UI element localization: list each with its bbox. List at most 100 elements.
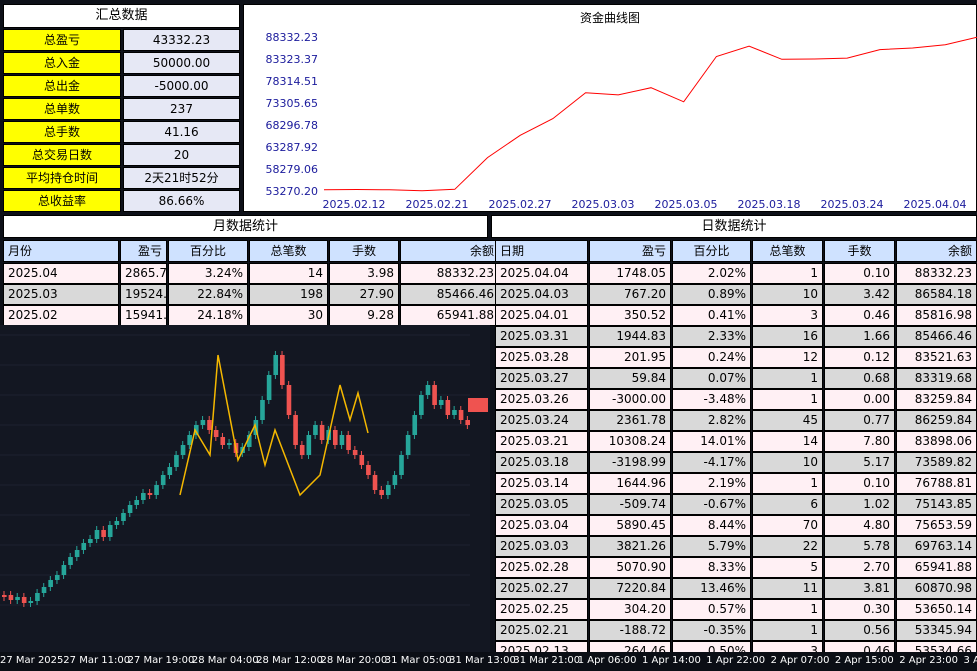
x-tick-label: 2025.03.18 xyxy=(738,198,801,211)
daily-row[interactable]: 2025.03.14 1644.96 2.19% 1 0.10 76788.81 xyxy=(495,473,977,494)
daily-cell: 5 xyxy=(752,557,823,578)
daily-cell: 22 xyxy=(752,536,823,557)
candle-body xyxy=(154,485,159,495)
daily-cell: 5890.45 xyxy=(589,515,671,536)
daily-cell: 1 xyxy=(752,473,823,494)
daily-row[interactable]: 2025.03.04 5890.45 8.44% 70 4.80 75653.59 xyxy=(495,515,977,536)
daily-cell: -3198.99 xyxy=(589,452,671,473)
daily-cell: 10308.24 xyxy=(589,431,671,452)
monthly-cell: 2865.77 xyxy=(120,263,175,284)
daily-row[interactable]: 2025.02.27 7220.84 13.46% 11 3.81 60870.98 xyxy=(495,578,977,599)
daily-cell: 2025.04.01 xyxy=(495,305,588,326)
summary-label: 平均持仓时间 xyxy=(3,167,121,189)
monthly-column-header[interactable]: 百分比 xyxy=(168,240,248,262)
daily-header-row: 日期 盈亏 百分比 总笔数 手数 余额 xyxy=(495,240,977,262)
summary-row: 总出金 -5000.00 xyxy=(3,75,240,97)
daily-row[interactable]: 2025.04.04 1748.05 2.02% 1 0.10 88332.23 xyxy=(495,263,977,284)
daily-cell: 69763.14 xyxy=(896,536,977,557)
daily-row[interactable]: 2025.03.05 -509.74 -0.67% 6 1.02 75143.85 xyxy=(495,494,977,515)
candle-body xyxy=(366,465,371,475)
monthly-column-header[interactable]: 总笔数 xyxy=(249,240,328,262)
time-axis-label: 2 Apr 07:00 xyxy=(770,655,830,666)
daily-cell: 83319.68 xyxy=(896,368,977,389)
daily-cell: 11 xyxy=(752,578,823,599)
time-axis[interactable]: 27 Mar 2025 27 Mar 11:00 27 Mar 19:00 28 Ma… xyxy=(0,652,977,671)
daily-cell: -0.35% xyxy=(672,620,751,641)
daily-row[interactable]: 2025.03.27 59.84 0.07% 1 0.68 83319.68 xyxy=(495,368,977,389)
daily-row[interactable]: 2025.04.03 767.20 0.89% 10 3.42 86584.18 xyxy=(495,284,977,305)
summary-label: 总手数 xyxy=(3,121,121,143)
candle-body xyxy=(419,395,424,415)
daily-cell: 0.57% xyxy=(672,599,751,620)
daily-cell: 5070.90 xyxy=(589,557,671,578)
time-axis-label: 28 Mar 20:00 xyxy=(320,655,388,666)
daily-cell: 59.84 xyxy=(589,368,671,389)
daily-cell: 7220.84 xyxy=(589,578,671,599)
monthly-column-header[interactable]: 月份 xyxy=(3,240,119,262)
candle-body xyxy=(425,385,431,395)
monthly-row[interactable]: 2025.04 2865.77 3.24% 14 3.98 88332.23 xyxy=(3,263,500,284)
candle-body xyxy=(35,593,40,601)
daily-row[interactable]: 2025.02.21 -188.72 -0.35% 1 0.56 53345.94 xyxy=(495,620,977,641)
daily-cell: 3 xyxy=(752,305,823,326)
daily-row[interactable]: 2025.03.26 -3000.00 -3.48% 1 0.00 83259.84 xyxy=(495,389,977,410)
daily-column-header[interactable]: 百分比 xyxy=(672,240,751,262)
candle-body xyxy=(8,595,14,600)
daily-cell: 3.42 xyxy=(824,284,895,305)
daily-column-header[interactable]: 日期 xyxy=(495,240,588,262)
daily-cell: 2025.03.05 xyxy=(495,494,588,515)
daily-row[interactable]: 2025.03.28 201.95 0.24% 12 0.12 83521.63 xyxy=(495,347,977,368)
candle-body xyxy=(299,445,305,455)
daily-cell: 2025.04.03 xyxy=(495,284,588,305)
candle-body xyxy=(319,425,325,440)
daily-column-header[interactable]: 盈亏 xyxy=(589,240,671,262)
monthly-column-header[interactable]: 盈亏 xyxy=(120,240,167,262)
monthly-column-header[interactable]: 余额 xyxy=(400,240,499,262)
daily-column-header[interactable]: 余额 xyxy=(896,240,977,262)
monthly-row[interactable]: 2025.02 15941.88 24.18% 30 9.28 65941.88 xyxy=(3,305,500,326)
candle-body xyxy=(385,485,391,495)
time-axis-label: 2 Apr 23:00 xyxy=(899,655,959,666)
daily-cell: 0.12 xyxy=(824,347,895,368)
x-tick-label: 2025.03.24 xyxy=(821,198,884,211)
daily-row[interactable]: 2025.03.31 1944.83 2.33% 16 1.66 85466.46 xyxy=(495,326,977,347)
daily-row[interactable]: 2025.03.21 10308.24 14.01% 14 7.80 83898.06 xyxy=(495,431,977,452)
monthly-header-row: 月份 盈亏 百分比 总笔数 手数 余额 xyxy=(3,240,500,262)
daily-row[interactable]: 2025.02.25 304.20 0.57% 1 0.30 53650.14 xyxy=(495,599,977,620)
summary-value: 237 xyxy=(123,98,240,120)
summary-row: 总手数 41.16 xyxy=(3,121,240,143)
summary-value: -5000.00 xyxy=(123,75,240,97)
daily-row[interactable]: 2025.02.28 5070.90 8.33% 5 2.70 65941.88 xyxy=(495,557,977,578)
daily-row[interactable]: 2025.03.18 -3198.99 -4.17% 10 5.17 73589.82 xyxy=(495,452,977,473)
daily-row[interactable]: 2025.03.03 3821.26 5.79% 22 5.78 69763.14 xyxy=(495,536,977,557)
daily-cell: 0.46 xyxy=(824,305,895,326)
daily-row[interactable]: 2025.04.01 350.52 0.41% 3 0.46 85816.98 xyxy=(495,305,977,326)
price-chart[interactable] xyxy=(0,325,490,652)
monthly-row[interactable]: 2025.03 19524.58 22.84% 198 27.90 85466.46 xyxy=(3,284,500,305)
daily-cell: 2025.03.24 xyxy=(495,410,588,431)
daily-title: 日数据统计 xyxy=(491,215,977,238)
daily-cell: 2025.04.04 xyxy=(495,263,588,284)
monthly-column-header[interactable]: 手数 xyxy=(329,240,399,262)
price-chart-plot[interactable] xyxy=(0,325,490,652)
daily-cell: 83521.63 xyxy=(896,347,977,368)
summary-row: 总入金 50000.00 xyxy=(3,52,240,74)
daily-cell: 1644.96 xyxy=(589,473,671,494)
candle-body xyxy=(246,435,252,447)
summary-row: 总交易日数 20 xyxy=(3,144,240,166)
candle-body xyxy=(445,400,451,415)
x-tick-label: 2025.02.12 xyxy=(323,198,386,211)
daily-row[interactable]: 2025.03.24 2361.78 2.82% 45 0.77 86259.84 xyxy=(495,410,977,431)
candle-body xyxy=(346,435,351,450)
daily-cell: 2025.03.28 xyxy=(495,347,588,368)
daily-column-header[interactable]: 手数 xyxy=(824,240,895,262)
candle-body xyxy=(399,455,404,475)
y-tick-label: 88332.23 xyxy=(266,31,319,44)
candle-body xyxy=(458,410,464,420)
summary-value: 41.16 xyxy=(123,121,240,143)
candle-body xyxy=(372,475,378,490)
daily-cell: 0.56 xyxy=(824,620,895,641)
time-axis-label: 28 Mar 12:00 xyxy=(256,655,323,666)
daily-cell: 1944.83 xyxy=(589,326,671,347)
daily-column-header[interactable]: 总笔数 xyxy=(752,240,823,262)
